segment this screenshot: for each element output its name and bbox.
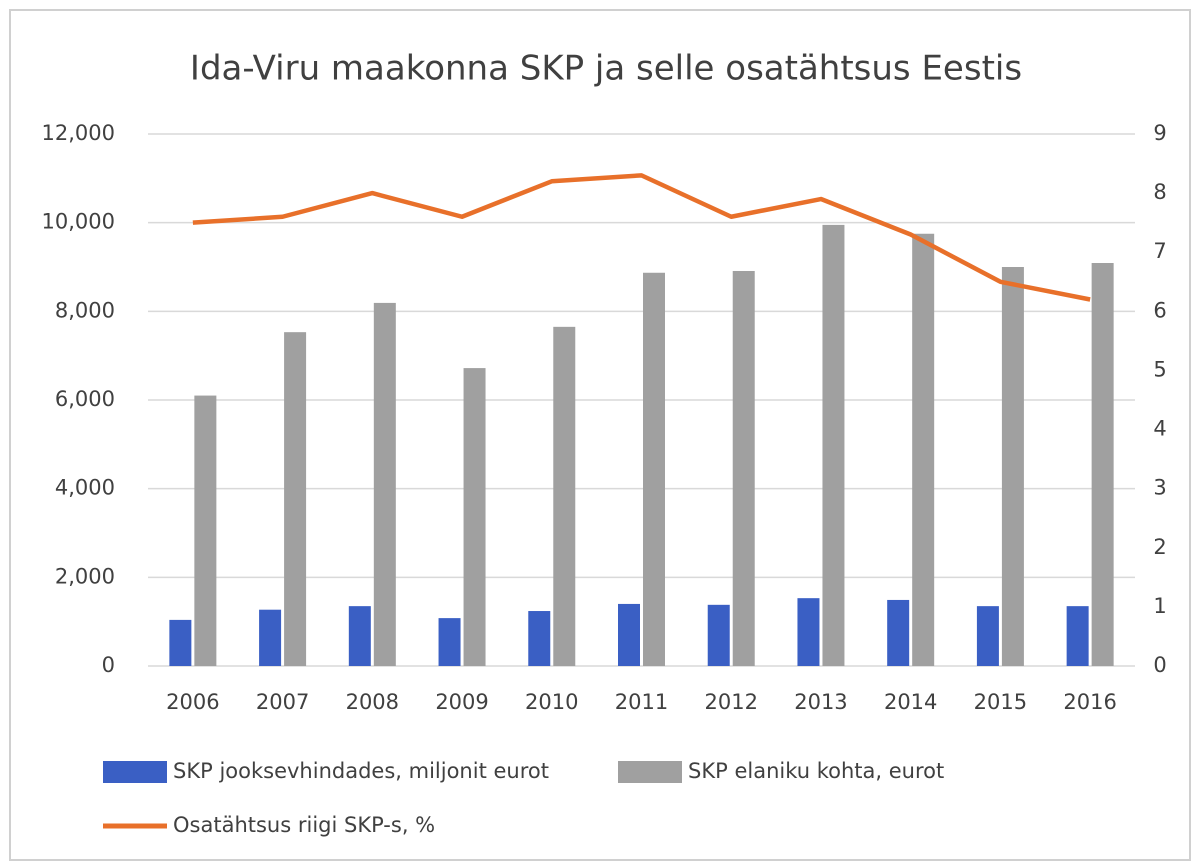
y2-tick-label: 8 xyxy=(1153,180,1166,204)
y-tick-label: 10,000 xyxy=(42,210,115,234)
bar xyxy=(643,272,665,666)
legend-label: SKP jooksevhindades, miljonit eurot xyxy=(173,759,549,783)
bar xyxy=(463,368,486,666)
bar xyxy=(438,618,461,666)
bar xyxy=(797,598,820,666)
y-tick-label: 12,000 xyxy=(42,121,115,145)
legend-swatch xyxy=(103,761,167,783)
legend-label: Osatähtsus riigi SKP-s, % xyxy=(173,813,435,837)
bar xyxy=(887,599,910,666)
y2-tick-label: 2 xyxy=(1153,535,1166,559)
y2-tick-label: 3 xyxy=(1153,476,1166,500)
line xyxy=(192,173,1091,302)
bar xyxy=(284,332,307,666)
legend-label: SKP elaniku kohta, eurot xyxy=(688,759,944,783)
bar xyxy=(259,609,282,666)
bar xyxy=(1001,267,1024,666)
bar xyxy=(707,604,730,666)
x-tick-label: 2016 xyxy=(1063,690,1116,714)
x-tick-label: 2008 xyxy=(346,690,399,714)
y2-tick-label: 9 xyxy=(1153,121,1166,145)
x-tick-label: 2007 xyxy=(256,690,309,714)
x-tick-label: 2013 xyxy=(794,690,847,714)
y-tick-label: 4,000 xyxy=(55,476,115,500)
x-tick-label: 2006 xyxy=(166,690,219,714)
x-tick-label: 2015 xyxy=(974,690,1027,714)
bar xyxy=(528,611,551,666)
x-tick-label: 2010 xyxy=(525,690,578,714)
chart-title: Ida-Viru maakonna SKP ja selle osatähtsu… xyxy=(190,49,1022,89)
bar xyxy=(169,619,192,666)
y2-tick-label: 1 xyxy=(1153,594,1166,618)
bar xyxy=(1091,263,1114,666)
x-tick-label: 2014 xyxy=(884,690,937,714)
y2-tick-label: 6 xyxy=(1153,298,1166,322)
bar xyxy=(822,224,845,666)
x-tick-label: 2012 xyxy=(705,690,758,714)
bar xyxy=(912,233,935,666)
bar xyxy=(1066,606,1089,666)
y-tick-label: 0 xyxy=(102,653,115,677)
bar xyxy=(732,270,755,666)
bar xyxy=(553,326,576,666)
y-tick-label: 8,000 xyxy=(55,298,115,322)
bar xyxy=(618,603,640,666)
x-tick-label: 2009 xyxy=(435,690,488,714)
bar xyxy=(348,606,371,666)
y2-tick-label: 5 xyxy=(1153,357,1166,381)
bar xyxy=(976,606,999,666)
bar xyxy=(373,302,396,666)
y2-tick-label: 7 xyxy=(1153,239,1166,263)
y-tick-label: 6,000 xyxy=(55,387,115,411)
y-tick-label: 2,000 xyxy=(55,564,115,588)
y2-tick-label: 4 xyxy=(1153,417,1166,441)
legend: SKP jooksevhindades, miljonit eurot SKP … xyxy=(103,759,944,837)
bar xyxy=(194,395,217,666)
x-tick-label: 2011 xyxy=(615,690,668,714)
y2-tick-label: 0 xyxy=(1153,653,1166,677)
legend-swatch xyxy=(618,761,682,783)
